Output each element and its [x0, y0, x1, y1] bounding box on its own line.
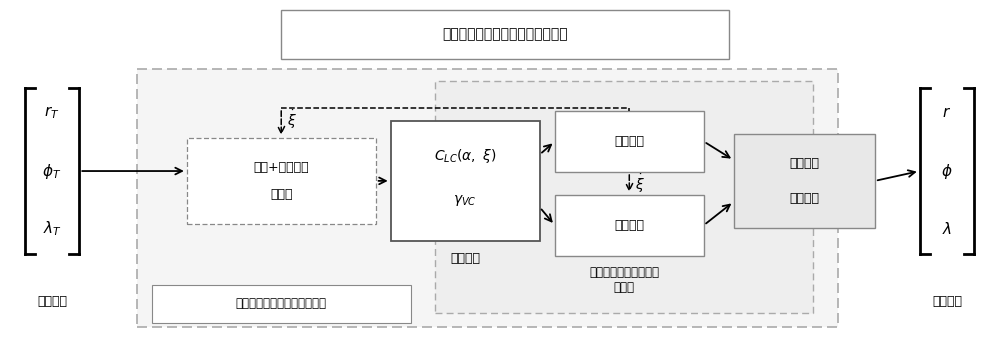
- Text: $\phi_T$: $\phi_T$: [42, 162, 62, 180]
- Bar: [555, 195, 704, 256]
- Text: $r_T$: $r_T$: [44, 105, 60, 121]
- Text: 变形控制: 变形控制: [614, 135, 644, 148]
- Bar: [187, 137, 376, 224]
- Text: $C_{LC}(\alpha,\ \xi)$: $C_{LC}(\alpha,\ \xi)$: [434, 147, 496, 165]
- Text: 航程+方位误差: 航程+方位误差: [253, 161, 309, 174]
- Text: 外环：实现对飞行轨迹的控制: 外环：实现对飞行轨迹的控制: [236, 297, 327, 310]
- Text: 力学模型: 力学模型: [789, 192, 819, 205]
- Text: 控制指令: 控制指令: [450, 252, 480, 265]
- Text: 姿态控制: 姿态控制: [614, 219, 644, 232]
- Text: 飞行器动: 飞行器动: [789, 156, 819, 170]
- Bar: [281, 10, 729, 59]
- Bar: [555, 111, 704, 172]
- Text: $\gamma_{VC}$: $\gamma_{VC}$: [453, 193, 477, 208]
- Bar: [152, 285, 411, 323]
- Text: 内环：完成对制导指令
的跟踪: 内环：完成对制导指令 的跟踪: [589, 266, 659, 294]
- Bar: [391, 121, 540, 241]
- Text: $r$: $r$: [942, 105, 952, 120]
- Text: $\lambda_T$: $\lambda_T$: [43, 220, 61, 238]
- Text: 制导律: 制导律: [270, 188, 292, 201]
- Text: $\lambda$: $\lambda$: [942, 221, 952, 237]
- Text: $\dot{\xi}$: $\dot{\xi}$: [287, 109, 297, 131]
- Text: $\phi$: $\phi$: [941, 162, 953, 180]
- Bar: [137, 69, 838, 327]
- Bar: [435, 82, 813, 313]
- Bar: [734, 134, 875, 228]
- Text: $\dot{\xi}$: $\dot{\xi}$: [635, 172, 645, 195]
- Text: 目标输入: 目标输入: [37, 295, 67, 308]
- Text: 目标输出: 目标输出: [932, 295, 962, 308]
- Text: 制导、姿态控制、变形一体化设计: 制导、姿态控制、变形一体化设计: [442, 27, 568, 41]
